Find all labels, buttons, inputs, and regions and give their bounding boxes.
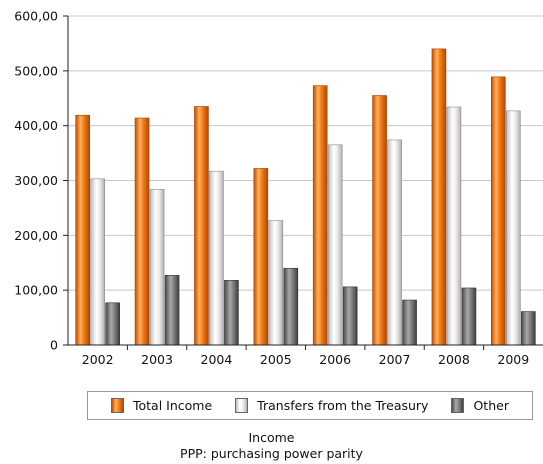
y-tick-label: 500,00 <box>14 63 58 78</box>
bar-other-2006 <box>342 286 358 346</box>
bar-other-2008 <box>461 287 477 346</box>
bar-transfers-2002 <box>90 178 105 346</box>
bar-total-income-2005 <box>253 168 269 346</box>
x-tick-labels: 2002 2003 2004 2005 2006 2007 2008 2009 <box>82 352 529 367</box>
y-tick-label: 0 <box>50 338 58 353</box>
x-tick-label: 2006 <box>319 352 351 367</box>
legend: Total Income Transfers from the Treasury… <box>87 391 533 420</box>
bar-transfers-2003 <box>149 188 165 346</box>
bar-other-2003 <box>164 275 180 346</box>
y-tick-labels: 0 100,00 200,00 300,00 400,00 500,00 600,00 <box>14 9 58 353</box>
legend-item-other: Other <box>451 398 509 413</box>
bar-other-2009 <box>521 311 536 346</box>
y-tick-label: 100,00 <box>14 283 58 298</box>
bar-total-income-2006 <box>312 85 328 346</box>
x-tick-label: 2003 <box>141 352 173 367</box>
y-tick-label: 300,00 <box>14 173 58 188</box>
legend-swatch-transfers <box>235 398 249 413</box>
bar-total-income-2002 <box>75 114 90 346</box>
y-tick-label: 400,00 <box>14 118 58 133</box>
bar-total-income-2004 <box>194 106 209 346</box>
bar-chart: 0 100,00 200,00 300,00 400,00 500,00 600,00 20… <box>14 9 543 367</box>
legend-label-transfers: Transfers from the Treasury <box>257 398 429 413</box>
legend-item-total-income: Total Income <box>111 398 212 413</box>
bar-transfers-2005 <box>268 220 284 346</box>
bars <box>75 48 536 346</box>
bar-total-income-2007 <box>372 95 387 346</box>
x-tick-label: 2002 <box>82 352 114 367</box>
bar-total-income-2003 <box>134 117 150 346</box>
bar-transfers-2007 <box>387 139 402 346</box>
x-tick-label: 2005 <box>260 352 292 367</box>
axes <box>63 15 543 350</box>
bar-other-2007 <box>402 299 417 346</box>
x-tick-label: 2009 <box>497 352 529 367</box>
x-tick-label: 2007 <box>379 352 411 367</box>
bar-transfers-2008 <box>446 106 462 346</box>
footnote: PPP: purchasing power parity <box>180 446 363 461</box>
bar-other-2002 <box>105 302 120 346</box>
y-tick-label: 600,00 <box>14 9 58 24</box>
legend-swatch-total-income <box>111 398 124 413</box>
bar-other-2004 <box>224 279 239 346</box>
legend-swatch-other <box>451 398 465 413</box>
bar-other-2005 <box>283 267 299 346</box>
x-tick-label: 2008 <box>438 352 470 367</box>
bar-total-income-2008 <box>431 48 447 346</box>
bar-total-income-2009 <box>491 76 506 346</box>
legend-label-other: Other <box>473 398 509 413</box>
bar-transfers-2004 <box>209 170 224 346</box>
legend-item-transfers: Transfers from the Treasury <box>235 398 428 413</box>
bar-transfers-2006 <box>327 144 343 346</box>
legend-label-total-income: Total Income <box>133 398 213 413</box>
bar-transfers-2009 <box>506 110 521 346</box>
x-axis-label: Income <box>248 430 295 445</box>
y-tick-label: 200,00 <box>14 228 58 243</box>
x-tick-label: 2004 <box>201 352 233 367</box>
